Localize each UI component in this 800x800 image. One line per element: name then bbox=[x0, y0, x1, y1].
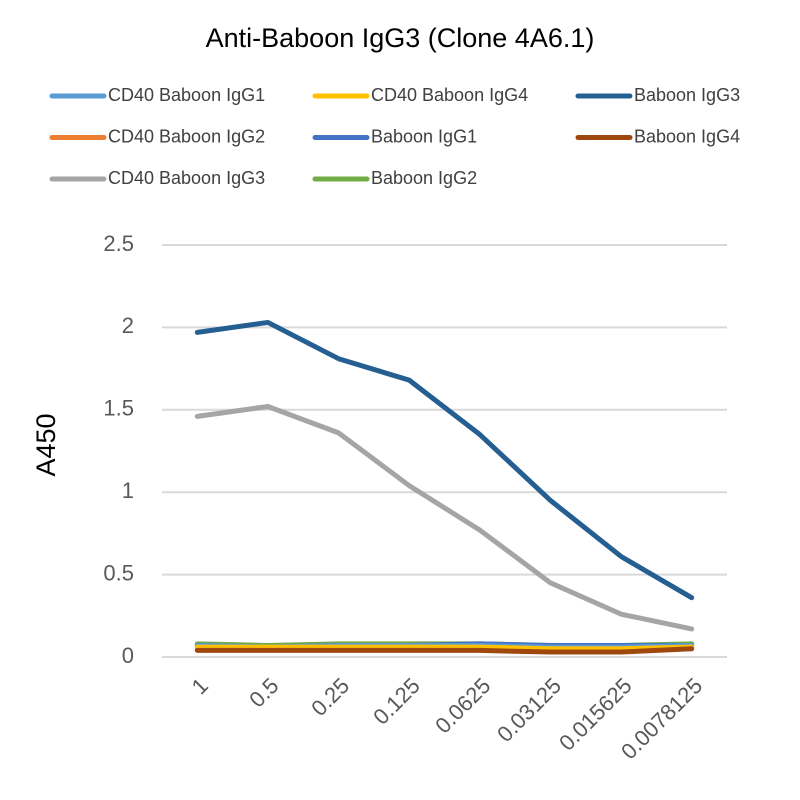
legend-label: Baboon IgG2 bbox=[371, 168, 477, 188]
y-tick-label: 1.5 bbox=[103, 396, 134, 421]
y-axis-label: A450 bbox=[31, 413, 61, 476]
legend-label: CD40 Baboon IgG3 bbox=[108, 168, 265, 188]
series-line bbox=[194, 644, 695, 652]
legend-label: CD40 Baboon IgG4 bbox=[371, 85, 528, 105]
y-tick-label: 2 bbox=[122, 313, 134, 338]
series-line bbox=[194, 404, 695, 632]
series-line bbox=[194, 646, 695, 655]
chart-title: Anti-Baboon IgG3 (Clone 4A6.1) bbox=[206, 23, 595, 53]
y-tick-label: 0 bbox=[122, 643, 134, 668]
series-line bbox=[194, 319, 695, 601]
y-tick-label: 1 bbox=[122, 478, 134, 503]
legend-label: CD40 Baboon IgG2 bbox=[108, 126, 265, 146]
legend-label: Baboon IgG1 bbox=[371, 126, 477, 146]
legend-label: Baboon IgG4 bbox=[634, 126, 740, 146]
legend-label: CD40 Baboon IgG1 bbox=[108, 85, 265, 105]
y-tick-label: 0.5 bbox=[103, 560, 134, 585]
y-tick-label: 2.5 bbox=[103, 231, 134, 256]
legend-label: Baboon IgG3 bbox=[634, 85, 740, 105]
